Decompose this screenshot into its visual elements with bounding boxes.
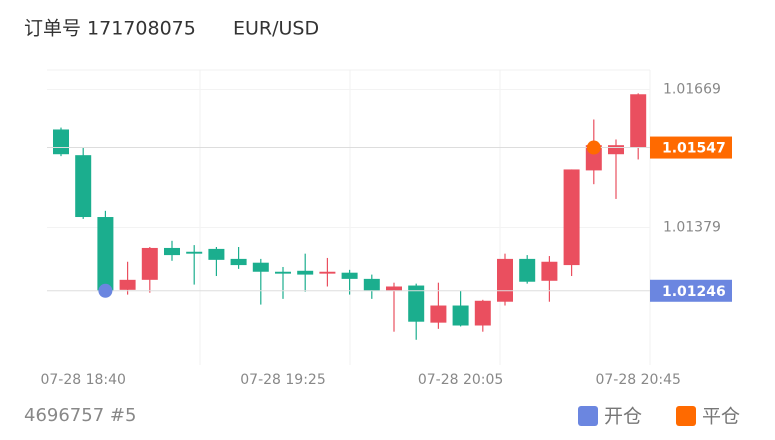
candle-body xyxy=(563,169,580,266)
candle-body xyxy=(341,272,358,279)
candle-body xyxy=(608,145,624,155)
grid-frame xyxy=(47,69,651,365)
candle-body xyxy=(386,286,402,291)
legend-label: 开仓 xyxy=(604,406,642,428)
candle-body xyxy=(230,258,247,266)
candle-body xyxy=(430,305,447,323)
price-tag xyxy=(650,136,732,159)
candle-body xyxy=(186,251,203,254)
legend-swatch xyxy=(578,406,598,426)
candle-body xyxy=(119,279,136,290)
x-tick-label: 07-28 20:45 xyxy=(595,372,680,388)
price-tag-label: 1.01246 xyxy=(662,284,726,300)
legend-swatch xyxy=(676,406,696,426)
x-tick-label: 07-28 19:25 xyxy=(240,372,325,388)
candle-body xyxy=(319,271,336,274)
candle-body xyxy=(164,247,180,256)
candle-body xyxy=(252,262,269,272)
price-tag-label: 1.01547 xyxy=(662,141,726,157)
chart-subtitle: EUR/USD xyxy=(233,18,319,40)
candle-body xyxy=(452,305,469,326)
candle-body xyxy=(297,270,314,275)
candle-body xyxy=(519,258,536,282)
marker xyxy=(98,283,113,298)
candle-body xyxy=(53,129,69,155)
x-tick-label: 07-28 20:05 xyxy=(418,372,503,388)
legend-label: 平仓 xyxy=(702,406,740,428)
candle-body xyxy=(141,247,158,280)
candle-body xyxy=(75,155,92,218)
candle-body xyxy=(363,278,380,291)
candle-body xyxy=(541,261,558,281)
candle-body xyxy=(275,271,291,274)
price-tag xyxy=(650,279,732,302)
y-tick-label: 1.01669 xyxy=(663,82,721,98)
y-tick-label: 1.01379 xyxy=(663,219,721,235)
candle-body xyxy=(630,94,647,148)
candle-body xyxy=(474,300,491,326)
x-tick-label: 07-28 18:40 xyxy=(40,372,125,388)
candle-body xyxy=(97,217,114,291)
candle-body xyxy=(497,258,513,302)
candle-body xyxy=(208,248,225,260)
footer: 4696757 #5 xyxy=(24,405,136,426)
chart-title: 订单号 171708075 xyxy=(24,18,196,40)
marker xyxy=(586,140,601,155)
candle-body xyxy=(408,285,425,322)
